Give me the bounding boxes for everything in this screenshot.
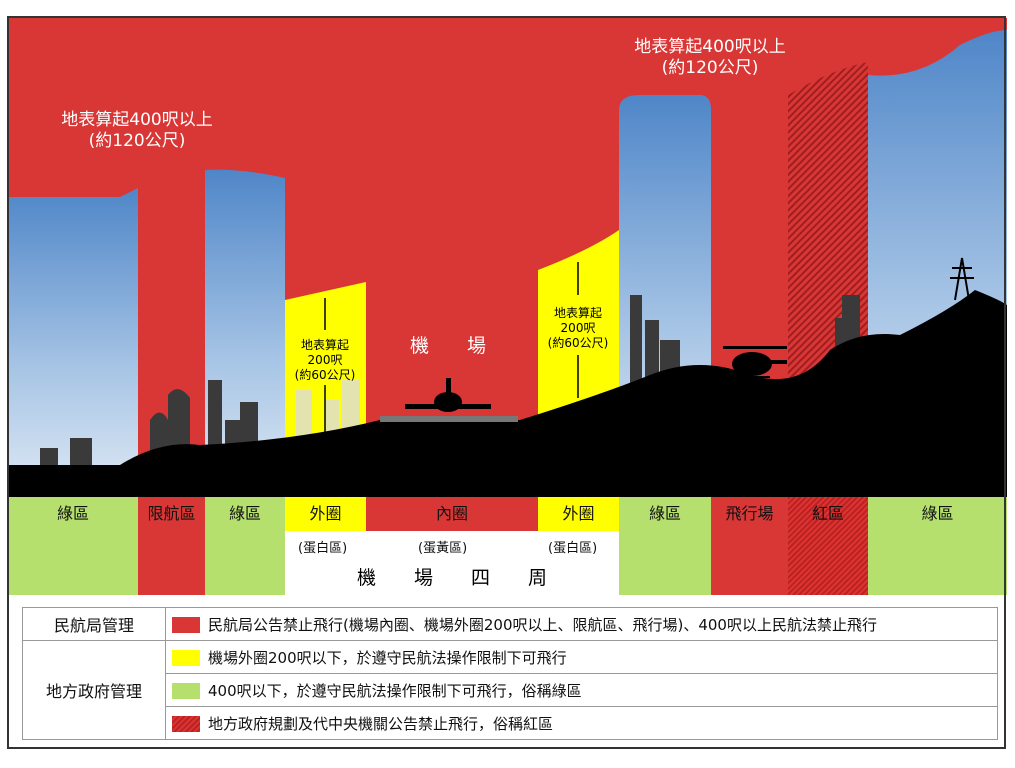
svg-text:(約60公尺): (約60公尺) bbox=[295, 367, 356, 382]
airplane-icon bbox=[405, 378, 491, 412]
svg-text:(約120公尺): (約120公尺) bbox=[89, 131, 186, 151]
egg-white-label-right: (蛋白區) bbox=[548, 541, 598, 556]
legend-table: 民航局管理 民航局公告禁止飛行(機場內圈、機場外圈200呎以上、限航區、飛行場)、… bbox=[22, 607, 998, 740]
svg-text:(約120公尺): (約120公尺) bbox=[662, 58, 759, 78]
zone-label: 限航區 bbox=[147, 504, 196, 523]
zone-outer-left: 外圈 bbox=[285, 497, 366, 531]
limit-label-right: 地表算起400呎以上(約120公尺) bbox=[634, 37, 785, 78]
power-tower-icon bbox=[950, 257, 974, 301]
legend-text: 民航局公告禁止飛行(機場內圈、機場外圈200呎以上、限航區、飛行場)、400呎以… bbox=[208, 615, 877, 634]
airspace-illustration: 地表算起400呎以上(約120公尺) 地表算起400呎以上(約120公尺) 地表… bbox=[8, 18, 1007, 497]
svg-text:地表算起: 地表算起 bbox=[301, 337, 349, 352]
buildings-outline bbox=[296, 380, 360, 445]
frame bbox=[7, 16, 1006, 749]
zone-label: 綠區 bbox=[56, 504, 89, 523]
legend-text: 400呎以下，於遵守民航法操作限制下可飛行，俗稱綠區 bbox=[208, 681, 582, 700]
zone-inner: 內圈 bbox=[366, 497, 538, 531]
legend-item-red: 民航局公告禁止飛行(機場內圈、機場外圈200呎以上、限航區、飛行場)、400呎以… bbox=[165, 607, 998, 641]
zone-label: 內圈 bbox=[435, 504, 468, 523]
zone-label: 外圈 bbox=[309, 504, 342, 523]
egg-yolk-label: (蛋黃區) bbox=[418, 541, 468, 556]
sky-green-zone-2 bbox=[205, 169, 285, 497]
local-gov-managed: 地方政府管理 bbox=[22, 640, 166, 740]
helicopter-icon bbox=[723, 346, 787, 378]
legend-item-green: 400呎以下，於遵守民航法操作限制下可飛行，俗稱綠區 bbox=[165, 673, 998, 707]
zone-label: 綠區 bbox=[921, 504, 954, 523]
svg-text:200呎: 200呎 bbox=[308, 353, 343, 367]
hatched-swatch bbox=[172, 716, 200, 732]
legend-item-yellow: 機場外圈200呎以下，於遵守民航法操作限制下可飛行 bbox=[165, 640, 998, 674]
zone-label: 綠區 bbox=[648, 504, 681, 523]
ground-hills bbox=[8, 290, 1007, 497]
red-swatch bbox=[172, 617, 200, 633]
zone-red-hatched: 紅區 bbox=[788, 497, 868, 595]
zone-green-3: 綠區 bbox=[619, 497, 711, 595]
svg-text:(約60公尺): (約60公尺) bbox=[548, 335, 609, 350]
legend-text: 機場外圈200呎以下，於遵守民航法操作限制下可飛行 bbox=[208, 648, 567, 667]
zone-label: 飛行場 bbox=[725, 504, 774, 523]
zone-airfield: 飛行場 bbox=[711, 497, 788, 595]
zone-restricted: 限航區 bbox=[138, 497, 205, 595]
height-arrows bbox=[324, 262, 579, 433]
limit-label-left: 地表算起400呎以上(約120公尺) bbox=[61, 110, 212, 151]
runway bbox=[380, 416, 518, 422]
caa-managed: 民航局管理 bbox=[22, 607, 166, 641]
svg-text:200呎: 200呎 bbox=[561, 321, 596, 335]
green-swatch bbox=[172, 683, 200, 699]
legend-item-hatched: 地方政府規劃及代中央機關公告禁止飛行，俗稱紅區 bbox=[165, 706, 998, 740]
zone-label: 綠區 bbox=[228, 504, 261, 523]
sky-green-zone-1 bbox=[8, 188, 138, 497]
egg-white-label-left: (蛋白區) bbox=[298, 541, 348, 556]
svg-text:地表算起400呎以上: 地表算起400呎以上 bbox=[61, 110, 212, 130]
airport-label: 機 場 bbox=[410, 335, 486, 357]
svg-text:地表算起400呎以上: 地表算起400呎以上 bbox=[634, 37, 785, 57]
zone-label: 紅區 bbox=[811, 504, 844, 523]
zone-outer-right: 外圈 bbox=[538, 497, 619, 531]
svg-text:地表算起: 地表算起 bbox=[554, 305, 602, 320]
zone-green-1: 綠區 bbox=[8, 497, 138, 595]
zone-label: 外圈 bbox=[562, 504, 595, 523]
zone-green-2: 綠區 bbox=[205, 497, 285, 595]
zone-green-4: 綠區 bbox=[868, 497, 1007, 595]
airport-surround-label: 機 場 四 周 bbox=[356, 567, 547, 589]
yellow-swatch bbox=[172, 650, 200, 666]
legend-text: 地方政府規劃及代中央機關公告禁止飛行，俗稱紅區 bbox=[208, 714, 554, 733]
